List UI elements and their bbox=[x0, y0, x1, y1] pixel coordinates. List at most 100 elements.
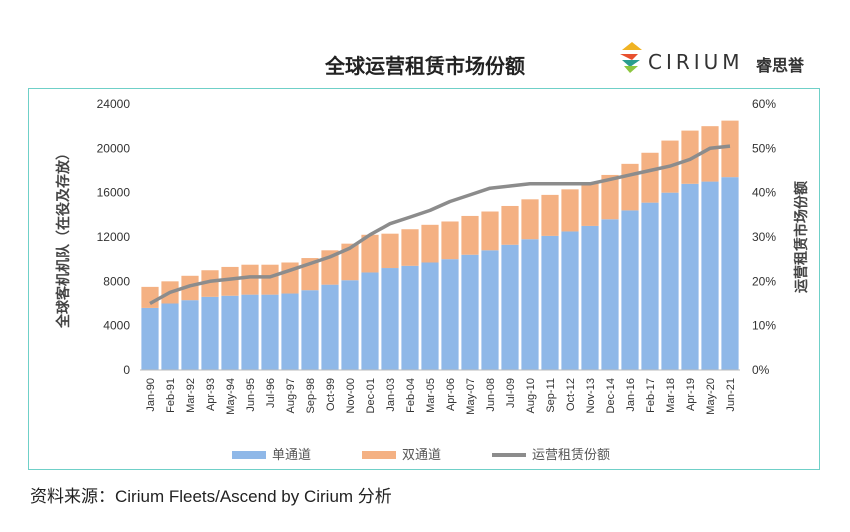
bar-widebody bbox=[421, 224, 439, 263]
bar-widebody bbox=[601, 174, 619, 220]
bar-narrowbody bbox=[721, 177, 739, 370]
bar-widebody bbox=[261, 264, 279, 295]
bar-narrowbody bbox=[281, 293, 299, 370]
legend-swatch-widebody bbox=[362, 451, 396, 459]
bar-narrowbody bbox=[701, 181, 719, 370]
x-tick-label: Sep-11 bbox=[545, 378, 557, 413]
x-tick-label: Apr-19 bbox=[685, 378, 697, 411]
bar-widebody bbox=[441, 221, 459, 260]
bar-widebody bbox=[361, 234, 379, 273]
bar-narrowbody bbox=[581, 225, 599, 370]
bar-widebody bbox=[541, 194, 559, 236]
y-right-tick-label: 50% bbox=[752, 141, 776, 155]
bar-narrowbody bbox=[381, 268, 399, 370]
bar-widebody bbox=[721, 120, 739, 178]
y-right-tick-label: 20% bbox=[752, 274, 776, 288]
bar-narrowbody bbox=[521, 239, 539, 370]
y-left-axis-title: 全球客机机队（在役及存放） bbox=[55, 146, 72, 329]
y-left-tick-label: 16000 bbox=[97, 186, 131, 200]
bar-narrowbody bbox=[261, 294, 279, 370]
bar-narrowbody bbox=[561, 231, 579, 370]
x-tick-label: Jun-95 bbox=[245, 378, 257, 412]
x-tick-label: Nov-13 bbox=[585, 378, 597, 413]
brand-name: CIRIUM bbox=[648, 50, 744, 74]
y-right-tick-label: 60% bbox=[752, 97, 776, 111]
bar-narrowbody bbox=[201, 296, 219, 370]
bar-narrowbody bbox=[481, 250, 499, 370]
x-tick-label: Feb-04 bbox=[405, 378, 417, 413]
x-tick-label: Aug-97 bbox=[285, 378, 297, 413]
bar-widebody bbox=[641, 152, 659, 203]
bar-widebody bbox=[521, 199, 539, 240]
bar-narrowbody bbox=[421, 262, 439, 370]
y-left-tick-label: 4000 bbox=[103, 319, 130, 333]
bar-widebody bbox=[681, 130, 699, 184]
legend-label: 运营租赁份额 bbox=[532, 448, 610, 463]
chart-frame bbox=[28, 88, 820, 470]
legend-swatch-narrowbody bbox=[232, 451, 266, 459]
bar-narrowbody bbox=[321, 284, 339, 370]
bar-widebody bbox=[221, 266, 239, 296]
bar-widebody bbox=[461, 215, 479, 255]
bar-widebody bbox=[381, 233, 399, 269]
x-tick-label: Jan-90 bbox=[145, 378, 157, 412]
series-line-lease-share bbox=[149, 144, 731, 306]
bar-narrowbody bbox=[681, 183, 699, 370]
x-tick-label: Mar-92 bbox=[185, 378, 197, 413]
x-tick-label: Jul-09 bbox=[505, 378, 517, 408]
bar-widebody bbox=[201, 270, 219, 297]
bar-narrowbody bbox=[661, 192, 679, 370]
bar-widebody bbox=[241, 264, 259, 295]
x-tick-label: Apr-93 bbox=[205, 378, 217, 411]
x-tick-label: Jun-08 bbox=[485, 378, 497, 412]
source-note: 资料来源：Cirium Fleets/Ascend by Cirium 分析 bbox=[30, 487, 392, 506]
y-right-tick-label: 40% bbox=[752, 186, 776, 200]
bar-widebody bbox=[181, 275, 199, 301]
legend-label: 单通道 bbox=[272, 448, 311, 463]
bar-narrowbody bbox=[181, 300, 199, 370]
bar-narrowbody bbox=[341, 280, 359, 370]
x-tick-label: Dec-14 bbox=[605, 378, 617, 413]
x-tick-label: Apr-06 bbox=[445, 378, 457, 411]
x-tick-label: May-07 bbox=[465, 378, 477, 415]
x-tick-label: Feb-17 bbox=[645, 378, 657, 413]
x-tick-label: Mar-05 bbox=[425, 378, 437, 413]
bar-widebody bbox=[561, 189, 579, 232]
x-tick-label: Aug-10 bbox=[525, 378, 537, 413]
bar-narrowbody bbox=[161, 303, 179, 370]
bar-narrowbody bbox=[141, 307, 159, 370]
bar-widebody bbox=[701, 126, 719, 182]
y-left-tick-label: 0 bbox=[123, 363, 130, 377]
y-right-tick-label: 0% bbox=[752, 363, 770, 377]
bar-narrowbody bbox=[601, 219, 619, 370]
y-left-tick-label: 20000 bbox=[97, 141, 131, 155]
x-tick-label: Oct-99 bbox=[325, 378, 337, 411]
cirium-logo-icon bbox=[620, 42, 642, 73]
x-tick-label: Jan-16 bbox=[625, 378, 637, 412]
bar-narrowbody bbox=[221, 295, 239, 370]
bar-widebody bbox=[481, 211, 499, 251]
bar-widebody bbox=[141, 286, 159, 308]
bar-narrowbody bbox=[541, 235, 559, 370]
x-tick-label: Feb-91 bbox=[165, 378, 177, 413]
chart-title: 全球运营租赁市场份额 bbox=[325, 54, 525, 78]
x-tick-label: May-94 bbox=[225, 378, 237, 415]
bar-widebody bbox=[501, 205, 519, 245]
legend-label: 双通道 bbox=[402, 448, 441, 463]
x-tick-label: Nov-00 bbox=[345, 378, 357, 413]
y-right-axis-title: 运营租赁市场份额 bbox=[793, 181, 810, 293]
x-tick-label: Oct-12 bbox=[565, 378, 577, 411]
bar-narrowbody bbox=[441, 259, 459, 370]
x-tick-label: Mar-18 bbox=[665, 378, 677, 413]
bar-narrowbody bbox=[641, 202, 659, 370]
bar-narrowbody bbox=[361, 272, 379, 370]
x-tick-label: Jan-03 bbox=[385, 378, 397, 412]
x-tick-label: Jun-21 bbox=[725, 378, 737, 412]
bar-narrowbody bbox=[501, 244, 519, 370]
x-tick-label: Jul-96 bbox=[265, 378, 277, 408]
brand-name-cn: 睿思誉 bbox=[756, 56, 805, 75]
bar-narrowbody bbox=[621, 210, 639, 370]
x-tick-label: Sep-98 bbox=[305, 378, 317, 413]
y-left-tick-label: 12000 bbox=[97, 230, 131, 244]
